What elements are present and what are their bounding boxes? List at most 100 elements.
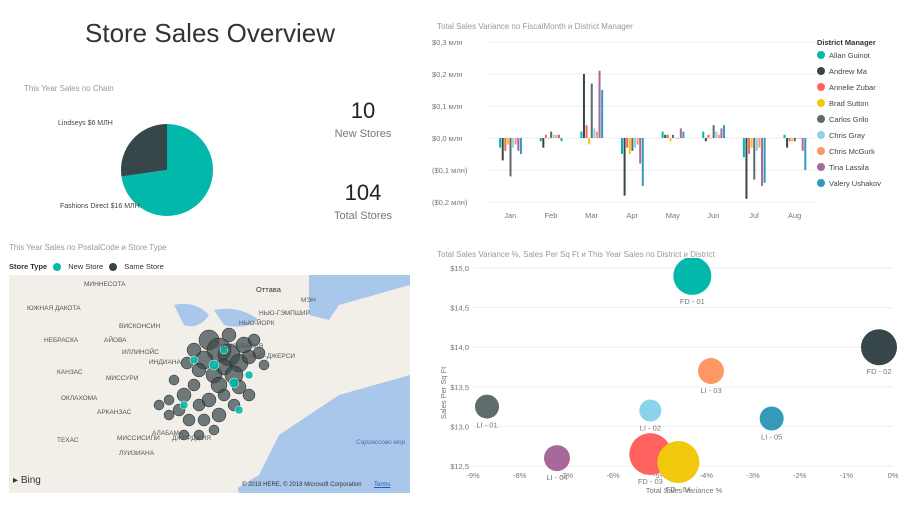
variance-bar[interactable] [585,125,588,138]
variance-bar[interactable] [501,138,504,161]
variance-bar[interactable] [704,138,707,142]
variance-bar[interactable] [723,125,726,138]
legend-item[interactable]: Annelie Zubar [817,79,903,95]
map-store-marker[interactable] [192,398,206,412]
variance-bar[interactable] [672,134,675,138]
variance-bar[interactable] [788,138,791,142]
bubble[interactable] [759,406,784,431]
variance-bar[interactable] [758,138,761,148]
legend-item[interactable]: Carlos Grilo [817,111,903,127]
store-map[interactable]: МИННЕСОТА ЮЖНАЯ ДАКОТА ВИСКОНСИН НЕБРАСК… [9,275,410,493]
variance-bar[interactable] [720,128,723,138]
variance-bar[interactable] [519,138,522,154]
map-store-marker[interactable] [153,399,165,411]
variance-bar[interactable] [753,138,756,180]
variance-bar[interactable] [514,138,517,145]
variance-bar[interactable] [547,138,550,139]
map-store-marker[interactable] [221,327,237,343]
map-store-marker[interactable] [211,407,227,423]
variance-bar[interactable] [544,134,547,138]
variance-bar[interactable] [763,138,766,183]
variance-bar[interactable] [702,131,705,138]
variance-bar[interactable] [550,131,553,138]
legend-item[interactable]: Andrew Ma [817,63,903,79]
variance-bar[interactable] [682,131,685,138]
map-store-marker[interactable] [197,413,211,427]
variance-bar[interactable] [707,134,710,138]
map-new-store-marker[interactable] [208,359,220,371]
variance-bar[interactable] [669,138,672,142]
variance-bar[interactable] [542,138,545,148]
variance-bar[interactable] [639,138,642,164]
map-new-store-marker[interactable] [179,400,189,410]
map-store-marker[interactable] [258,359,270,371]
map-store-marker[interactable] [193,429,205,441]
bubble[interactable] [673,258,712,295]
map-new-store-marker[interactable] [228,377,240,389]
variance-bar[interactable] [628,138,631,154]
variance-bar[interactable] [636,138,639,145]
variance-bar-chart[interactable]: $0,3 млн $0,2 млн $0,1 млн $0,0 млн ($0,1 мл… [430,32,815,227]
variance-bar[interactable] [504,138,507,151]
bubble[interactable] [544,445,570,472]
variance-bar[interactable] [761,138,764,186]
pie-slice[interactable] [121,124,167,177]
legend-item[interactable]: Valery Ushakov [817,175,903,191]
map-store-marker[interactable] [208,424,220,436]
variance-bar[interactable] [793,138,796,142]
variance-bar[interactable] [641,138,644,186]
variance-bar[interactable] [499,138,502,148]
map-store-marker[interactable] [217,388,231,402]
variance-bar[interactable] [801,138,804,151]
map-store-marker[interactable] [168,374,180,386]
variance-bar[interactable] [601,90,604,138]
bubble[interactable] [657,441,700,484]
variance-bar[interactable] [666,134,669,138]
variance-bar[interactable] [626,138,629,148]
map-store-marker[interactable] [191,362,207,378]
map-terms-link[interactable]: Terms [374,482,391,488]
variance-bar[interactable] [710,138,713,139]
variance-bar[interactable] [590,83,593,138]
variance-bar[interactable] [512,138,515,148]
pie-chart[interactable] [0,95,260,225]
variance-bar[interactable] [786,138,789,148]
map-store-marker[interactable] [178,429,190,441]
map-store-marker[interactable] [163,394,175,406]
map-new-store-marker[interactable] [189,355,199,365]
variance-bar[interactable] [799,138,802,139]
variance-bar[interactable] [717,134,720,138]
bubble-chart[interactable]: $15,0 $14,5 $14,0 $13,5 $13,0 $12,5-9% -8% -7% -… [435,258,903,512]
variance-bar[interactable] [539,138,542,142]
variance-bar[interactable] [555,134,558,138]
variance-bar[interactable] [593,128,596,138]
map-store-marker[interactable] [242,388,256,402]
legend-item[interactable]: Chris Gray [817,127,903,143]
variance-bar[interactable] [517,138,520,151]
variance-bar[interactable] [750,138,753,148]
bubble[interactable] [861,329,897,366]
map-new-store-marker[interactable] [219,345,229,355]
variance-bar[interactable] [595,131,598,138]
variance-bar[interactable] [623,138,626,196]
legend-item[interactable]: Tina Lassila [817,159,903,175]
variance-bar[interactable] [804,138,807,170]
variance-bar[interactable] [620,138,623,154]
map-store-marker[interactable] [187,378,201,392]
variance-bar[interactable] [742,138,745,158]
legend-item[interactable]: Allan Guinot [817,47,903,63]
variance-bar[interactable] [677,138,680,139]
legend-item[interactable]: Brad Sutton [817,95,903,111]
bubble[interactable] [475,394,499,419]
bubble[interactable] [698,357,724,384]
variance-bar[interactable] [582,74,585,138]
variance-bar[interactable] [633,138,636,148]
map-store-marker[interactable] [176,387,192,403]
variance-bar[interactable] [552,134,555,138]
variance-bar[interactable] [783,134,786,138]
variance-bar[interactable] [755,138,758,151]
variance-bar[interactable] [588,138,591,145]
variance-bar[interactable] [598,70,601,138]
map-store-marker[interactable] [182,413,196,427]
variance-bar[interactable] [560,138,563,142]
